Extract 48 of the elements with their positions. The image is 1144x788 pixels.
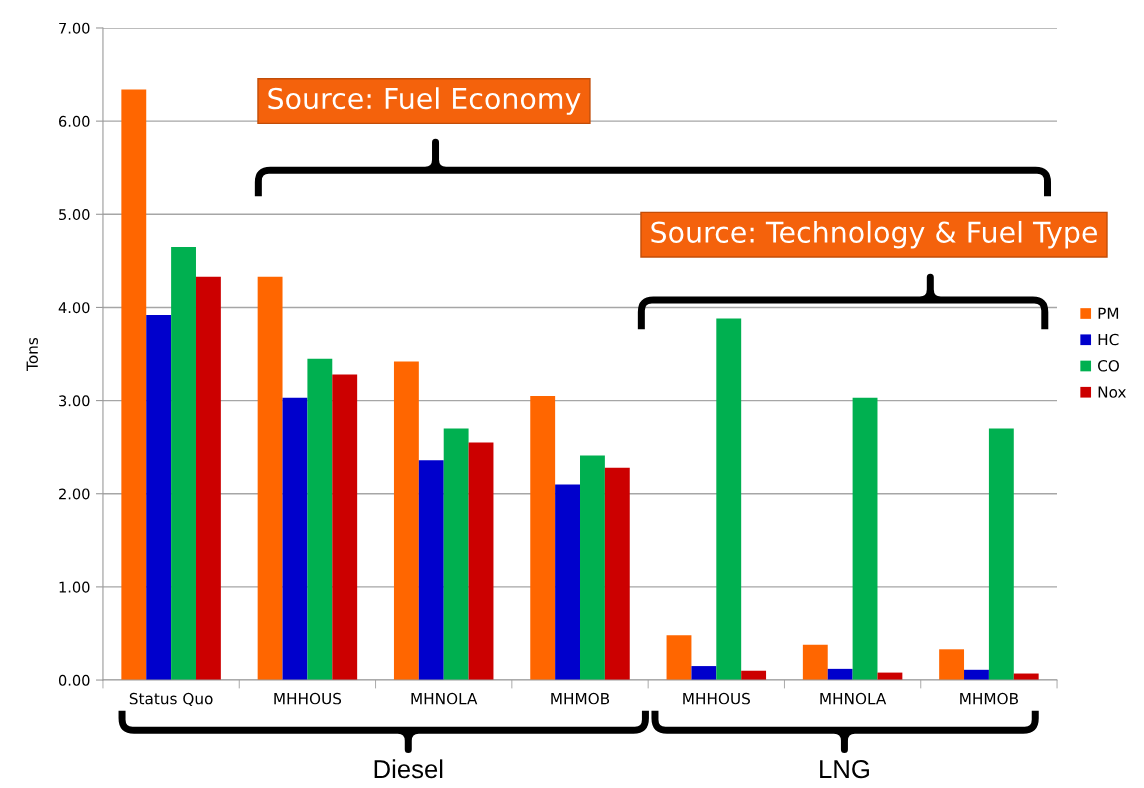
- y-tick-label: 7.00: [59, 22, 90, 34]
- bar: [802, 644, 828, 681]
- x-tick-label: Status Quo: [129, 692, 213, 707]
- bar: [691, 666, 717, 681]
- y-tick-label: 4.00: [58, 302, 90, 314]
- x-tick-label: MHNOLA: [411, 692, 478, 705]
- y-axis-title: Tons: [26, 337, 38, 371]
- y-tick-label: 2.00: [59, 488, 90, 500]
- bar: [393, 361, 419, 681]
- bar: [555, 484, 581, 681]
- y-tick-label: 3.00: [59, 395, 90, 407]
- legend-label: HC: [1098, 333, 1119, 346]
- annotation: Source: Fuel Economy: [268, 87, 581, 115]
- bar: [418, 460, 444, 681]
- bar: [716, 318, 742, 681]
- x-tick-label: MHMOB: [551, 692, 610, 705]
- x-tick-label: MHNOLA: [820, 692, 887, 705]
- x-tick-label: MHHOUS: [274, 692, 342, 705]
- text: LNG: [820, 760, 869, 779]
- bar: [146, 314, 172, 681]
- bar: [282, 397, 308, 681]
- y-tick-label: 5.00: [59, 209, 90, 221]
- text: Diesel: [374, 759, 443, 779]
- bar: [939, 649, 965, 681]
- legend-label: PM: [1098, 307, 1119, 319]
- bar: [257, 276, 283, 681]
- bar: [332, 374, 358, 681]
- y-tick-label: 6.00: [59, 115, 90, 127]
- bar: [443, 428, 469, 681]
- legend-label: CO: [1098, 360, 1119, 372]
- bar: [988, 428, 1014, 681]
- y-tick-label: 0.00: [58, 674, 90, 686]
- legend-label: Nox: [1098, 386, 1126, 398]
- y-tick-label: 1.00: [59, 581, 90, 593]
- bar: [604, 467, 630, 681]
- bar: [307, 358, 333, 681]
- annotation: Source: Technology & Fuel Type: [651, 220, 1097, 249]
- bar: [121, 89, 147, 681]
- x-tick-label: MHHOUS: [683, 692, 750, 705]
- bar: [195, 276, 221, 681]
- bar: [468, 442, 494, 681]
- bar: [580, 455, 605, 681]
- bar: [666, 635, 692, 681]
- bar: [827, 668, 853, 681]
- x-tick-label: MHMOB: [960, 692, 1018, 705]
- bar: [852, 397, 878, 681]
- bar: [171, 246, 196, 681]
- bar: [530, 395, 556, 681]
